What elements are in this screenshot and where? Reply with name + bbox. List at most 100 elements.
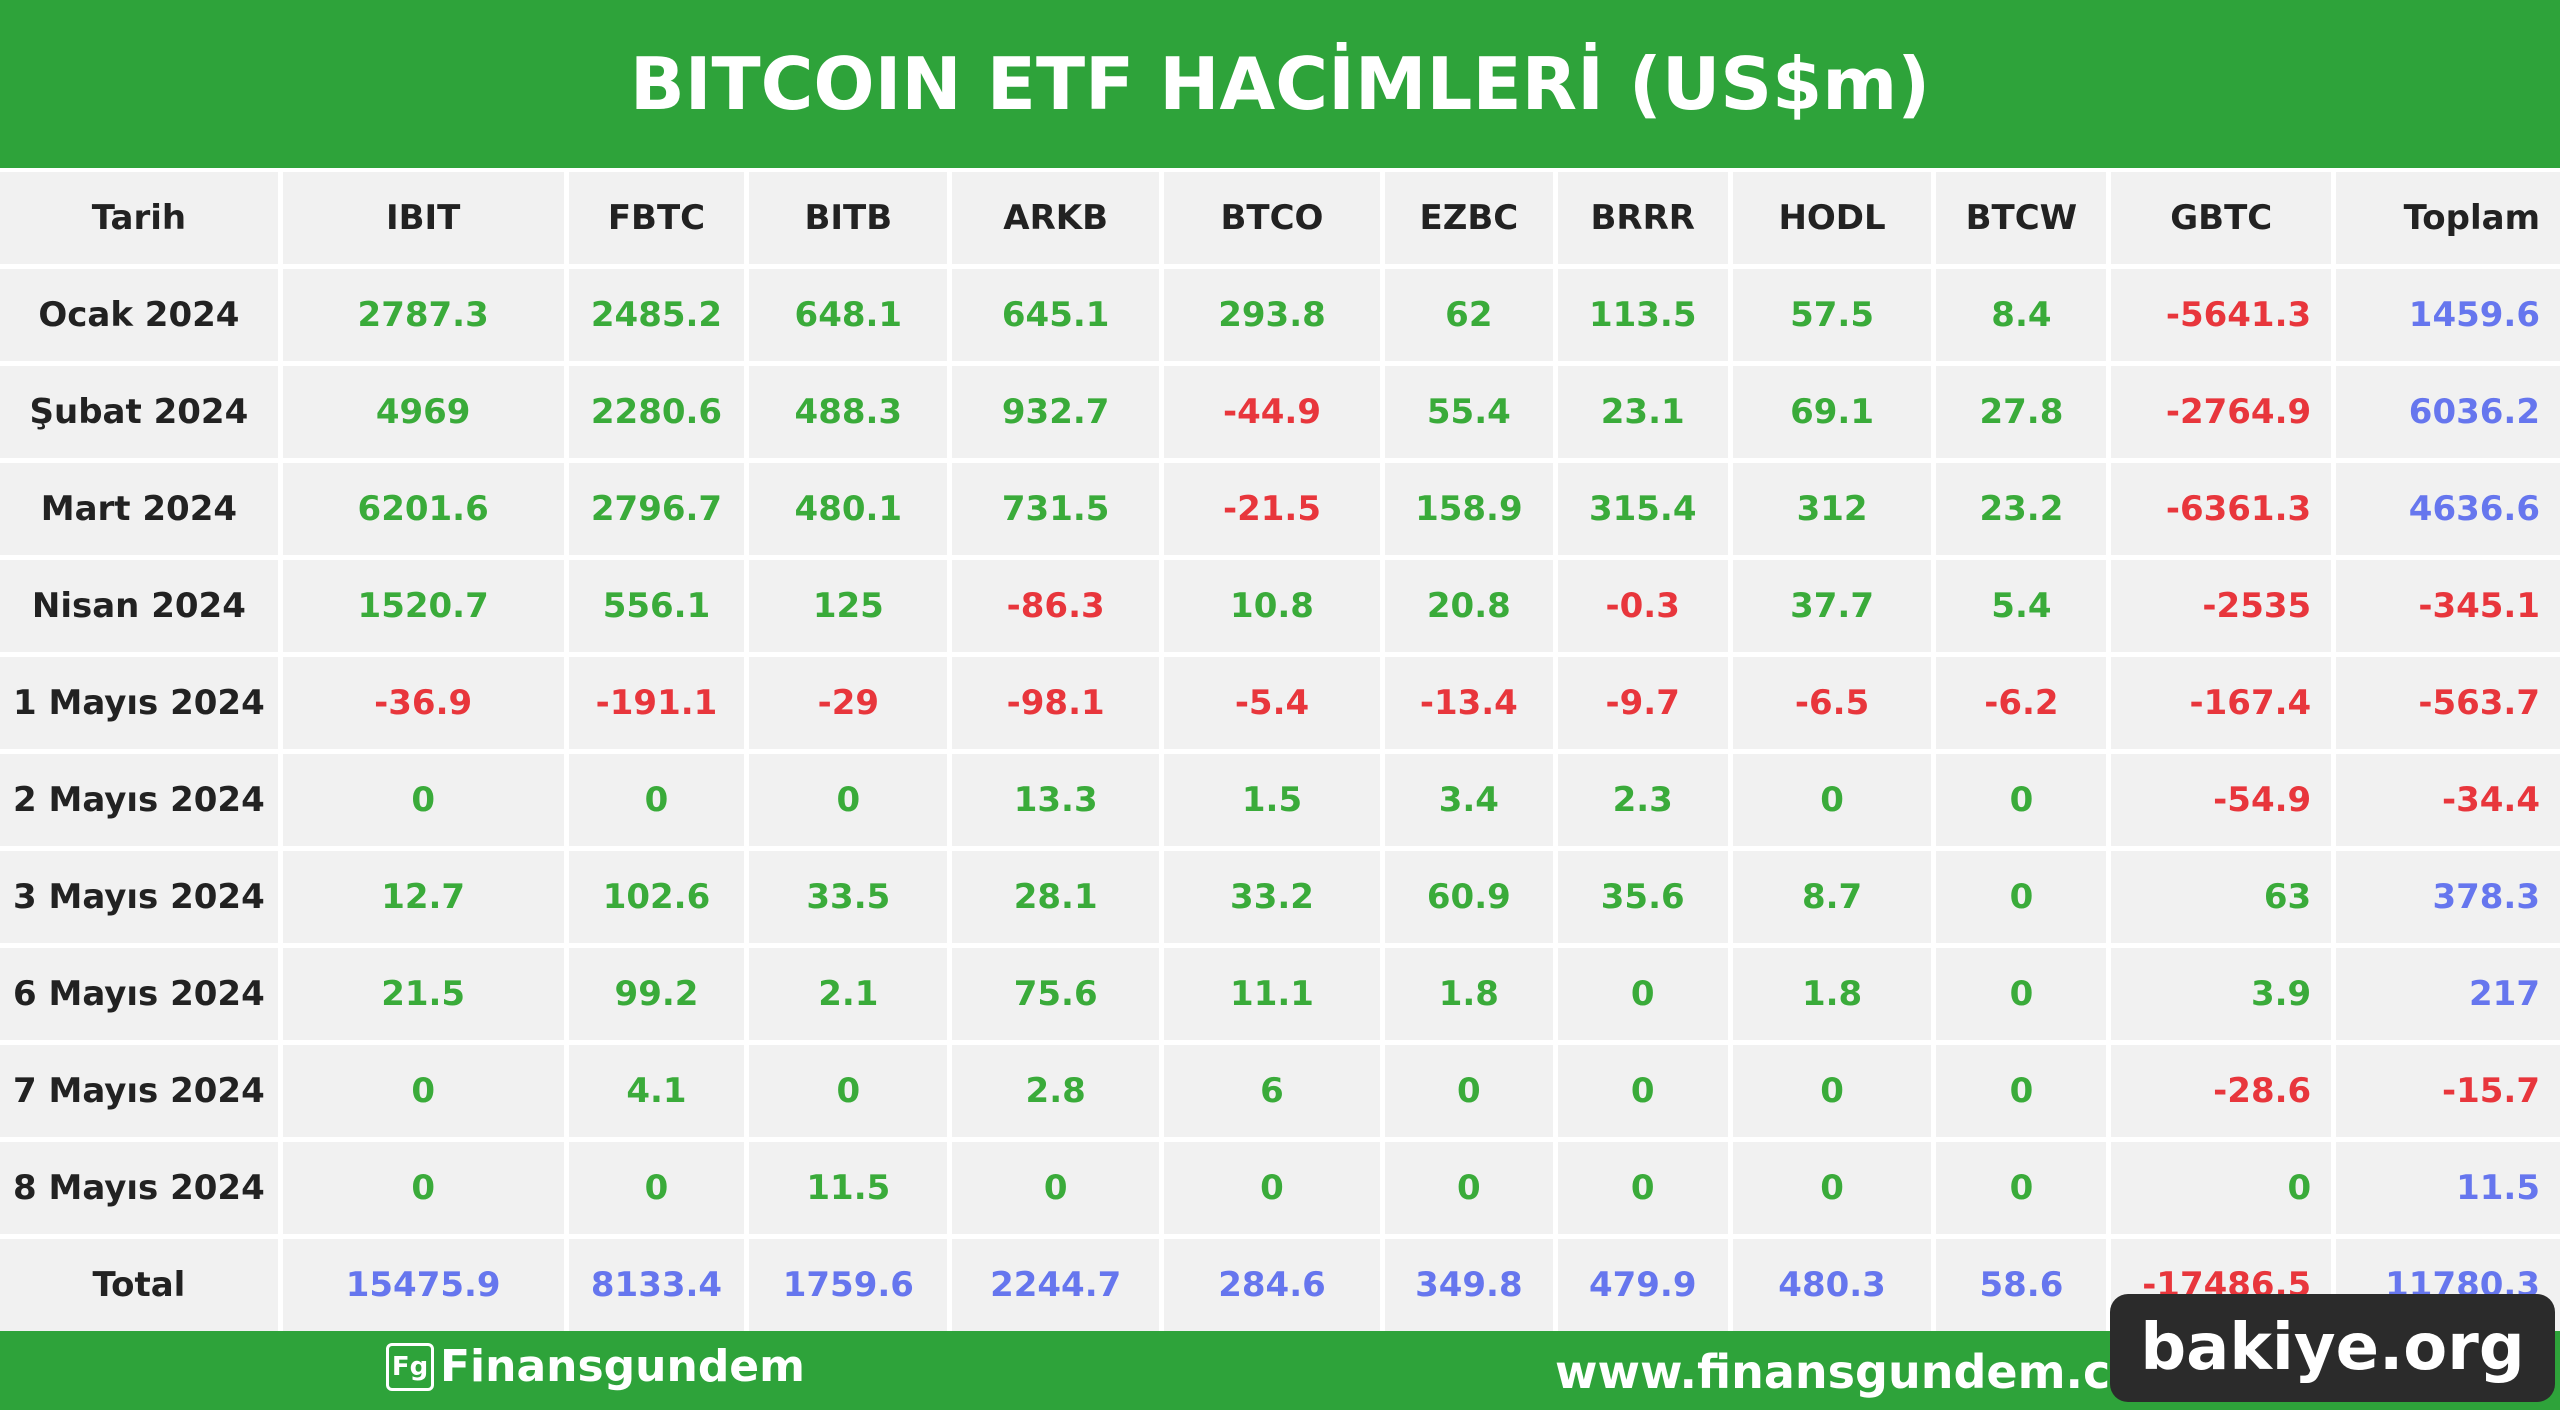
data-cell: -2764.9 [2111,366,2332,458]
row-label: Şubat 2024 [0,366,278,458]
data-cell: -345.1 [2336,560,2560,652]
data-cell: -6.5 [1732,657,1932,749]
data-cell: 0 [1732,1045,1932,1137]
data-cell: 0 [282,1045,564,1137]
data-cell: 11.5 [749,1142,948,1234]
data-cell: -29 [749,657,948,749]
data-cell: 2787.3 [282,269,564,361]
data-cell: 55.4 [1384,366,1553,458]
data-cell: 0 [1384,1142,1553,1234]
data-cell: 33.5 [749,851,948,943]
data-cell: 217 [2336,948,2560,1040]
column-header: EZBC [1384,172,1553,264]
data-cell: 35.6 [1557,851,1728,943]
data-cell: 23.2 [1936,463,2107,555]
total-cell: 8133.4 [568,1239,745,1331]
data-cell: 11.1 [1164,948,1380,1040]
data-cell: 2.3 [1557,754,1728,846]
row-label: 7 Mayıs 2024 [0,1045,278,1137]
total-cell: 58.6 [1936,1239,2107,1331]
row-label: 6 Mayıs 2024 [0,948,278,1040]
data-cell: 378.3 [2336,851,2560,943]
data-cell: 1.5 [1164,754,1380,846]
column-header: HODL [1732,172,1932,264]
data-cell: 731.5 [952,463,1160,555]
data-cell: -6361.3 [2111,463,2332,555]
data-cell: 0 [1384,1045,1553,1137]
data-cell: -86.3 [952,560,1160,652]
data-cell: -191.1 [568,657,745,749]
data-cell: 0 [952,1142,1160,1234]
data-cell: -21.5 [1164,463,1380,555]
row-label: 2 Mayıs 2024 [0,754,278,846]
data-cell: 21.5 [282,948,564,1040]
row-label: 1 Mayıs 2024 [0,657,278,749]
data-cell: 315.4 [1557,463,1728,555]
column-header: Tarih [0,172,278,264]
data-cell: 60.9 [1384,851,1553,943]
data-cell: 2485.2 [568,269,745,361]
data-cell: -98.1 [952,657,1160,749]
data-cell: 6201.6 [282,463,564,555]
total-cell: 479.9 [1557,1239,1728,1331]
data-cell: 0 [1936,1142,2107,1234]
data-cell: 0 [1732,754,1932,846]
row-label: Ocak 2024 [0,269,278,361]
data-cell: 12.7 [282,851,564,943]
data-cell: 2.1 [749,948,948,1040]
data-cell: -15.7 [2336,1045,2560,1137]
data-cell: 2796.7 [568,463,745,555]
data-cell: -5.4 [1164,657,1380,749]
data-cell: 57.5 [1732,269,1932,361]
data-cell: 0 [1732,1142,1932,1234]
column-header: FBTC [568,172,745,264]
data-cell: 0 [1164,1142,1380,1234]
column-header: Toplam [2336,172,2560,264]
data-cell: 102.6 [568,851,745,943]
data-cell: 6036.2 [2336,366,2560,458]
total-cell: 480.3 [1732,1239,1932,1331]
data-cell: 0 [568,754,745,846]
total-cell: 15475.9 [282,1239,564,1331]
data-cell: 932.7 [952,366,1160,458]
column-header: BRRR [1557,172,1728,264]
data-cell: -54.9 [2111,754,2332,846]
brand-name: Finansgundem [440,1341,805,1392]
data-cell: -6.2 [1936,657,2107,749]
data-cell: 33.2 [1164,851,1380,943]
row-label: Mart 2024 [0,463,278,555]
data-cell: -2535 [2111,560,2332,652]
data-cell: 37.7 [1732,560,1932,652]
data-cell: 63 [2111,851,2332,943]
data-cell: 0 [1936,1045,2107,1137]
column-header: BTCO [1164,172,1380,264]
logo-icon: Fg [386,1342,434,1391]
data-cell: 27.8 [1936,366,2107,458]
total-cell: 2244.7 [952,1239,1160,1331]
data-cell: -563.7 [2336,657,2560,749]
data-cell: 8.7 [1732,851,1932,943]
data-cell: 0 [1936,851,2107,943]
data-cell: 4636.6 [2336,463,2560,555]
data-cell: 0 [1557,1142,1728,1234]
data-cell: 8.4 [1936,269,2107,361]
data-cell: 1.8 [1732,948,1932,1040]
data-cell: -0.3 [1557,560,1728,652]
data-cell: 4969 [282,366,564,458]
data-cell: 2.8 [952,1045,1160,1137]
data-cell: 20.8 [1384,560,1553,652]
data-cell: 23.1 [1557,366,1728,458]
data-cell: 125 [749,560,948,652]
data-cell: 6 [1164,1045,1380,1137]
data-cell: 1.8 [1384,948,1553,1040]
data-cell: 13.3 [952,754,1160,846]
data-cell: 113.5 [1557,269,1728,361]
data-cell: 1520.7 [282,560,564,652]
data-cell: 69.1 [1732,366,1932,458]
data-cell: 556.1 [568,560,745,652]
data-cell: 648.1 [749,269,948,361]
data-cell: 28.1 [952,851,1160,943]
data-cell: 0 [749,1045,948,1137]
data-cell: 0 [282,1142,564,1234]
watermark: bakiye.org [2110,1294,2555,1402]
